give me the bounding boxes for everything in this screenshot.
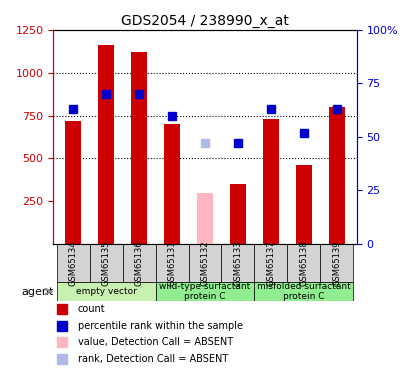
Bar xyxy=(328,107,344,244)
FancyBboxPatch shape xyxy=(221,244,254,282)
Bar xyxy=(196,192,213,244)
Text: agent: agent xyxy=(22,286,54,297)
Text: GSM65133: GSM65133 xyxy=(233,240,242,286)
Text: wild-type surfactant
protein C: wild-type surfactant protein C xyxy=(159,282,250,301)
FancyBboxPatch shape xyxy=(56,244,89,282)
FancyBboxPatch shape xyxy=(320,244,353,282)
FancyBboxPatch shape xyxy=(56,282,155,301)
Text: rank, Detection Call = ABSENT: rank, Detection Call = ABSENT xyxy=(77,354,227,364)
Bar xyxy=(98,45,114,244)
Text: misfolded surfactant
protein C: misfolded surfactant protein C xyxy=(256,282,350,301)
Bar xyxy=(65,121,81,244)
Text: value, Detection Call = ABSENT: value, Detection Call = ABSENT xyxy=(77,338,232,348)
Title: GDS2054 / 238990_x_at: GDS2054 / 238990_x_at xyxy=(121,13,288,28)
Text: GSM65138: GSM65138 xyxy=(299,240,308,286)
FancyBboxPatch shape xyxy=(254,282,353,301)
Text: GSM65134: GSM65134 xyxy=(68,240,77,286)
Bar xyxy=(229,184,246,244)
FancyBboxPatch shape xyxy=(188,244,221,282)
Text: GSM65131: GSM65131 xyxy=(167,240,176,286)
FancyBboxPatch shape xyxy=(89,244,122,282)
FancyBboxPatch shape xyxy=(287,244,320,282)
FancyBboxPatch shape xyxy=(155,282,254,301)
Bar xyxy=(295,165,311,244)
Text: empty vector: empty vector xyxy=(75,287,136,296)
FancyBboxPatch shape xyxy=(254,244,287,282)
Bar xyxy=(163,124,180,244)
Text: GSM65139: GSM65139 xyxy=(332,240,341,286)
Bar xyxy=(130,52,147,244)
Text: GSM65136: GSM65136 xyxy=(134,240,143,286)
Text: percentile rank within the sample: percentile rank within the sample xyxy=(77,321,242,331)
Text: count: count xyxy=(77,304,105,314)
Text: GSM65137: GSM65137 xyxy=(266,240,275,286)
FancyBboxPatch shape xyxy=(155,244,188,282)
FancyBboxPatch shape xyxy=(122,244,155,282)
Bar xyxy=(262,119,279,244)
Text: GSM65135: GSM65135 xyxy=(101,240,110,286)
Text: GSM65132: GSM65132 xyxy=(200,240,209,286)
